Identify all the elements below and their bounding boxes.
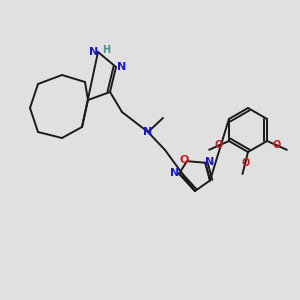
Text: N: N xyxy=(117,62,127,72)
Text: N: N xyxy=(89,47,99,57)
Text: H: H xyxy=(102,45,110,55)
Text: O: O xyxy=(179,155,189,165)
Text: O: O xyxy=(273,140,281,150)
Text: O: O xyxy=(215,140,223,150)
Text: N: N xyxy=(170,168,180,178)
Text: N: N xyxy=(205,157,214,167)
Text: N: N xyxy=(143,127,153,137)
Text: O: O xyxy=(241,158,249,168)
